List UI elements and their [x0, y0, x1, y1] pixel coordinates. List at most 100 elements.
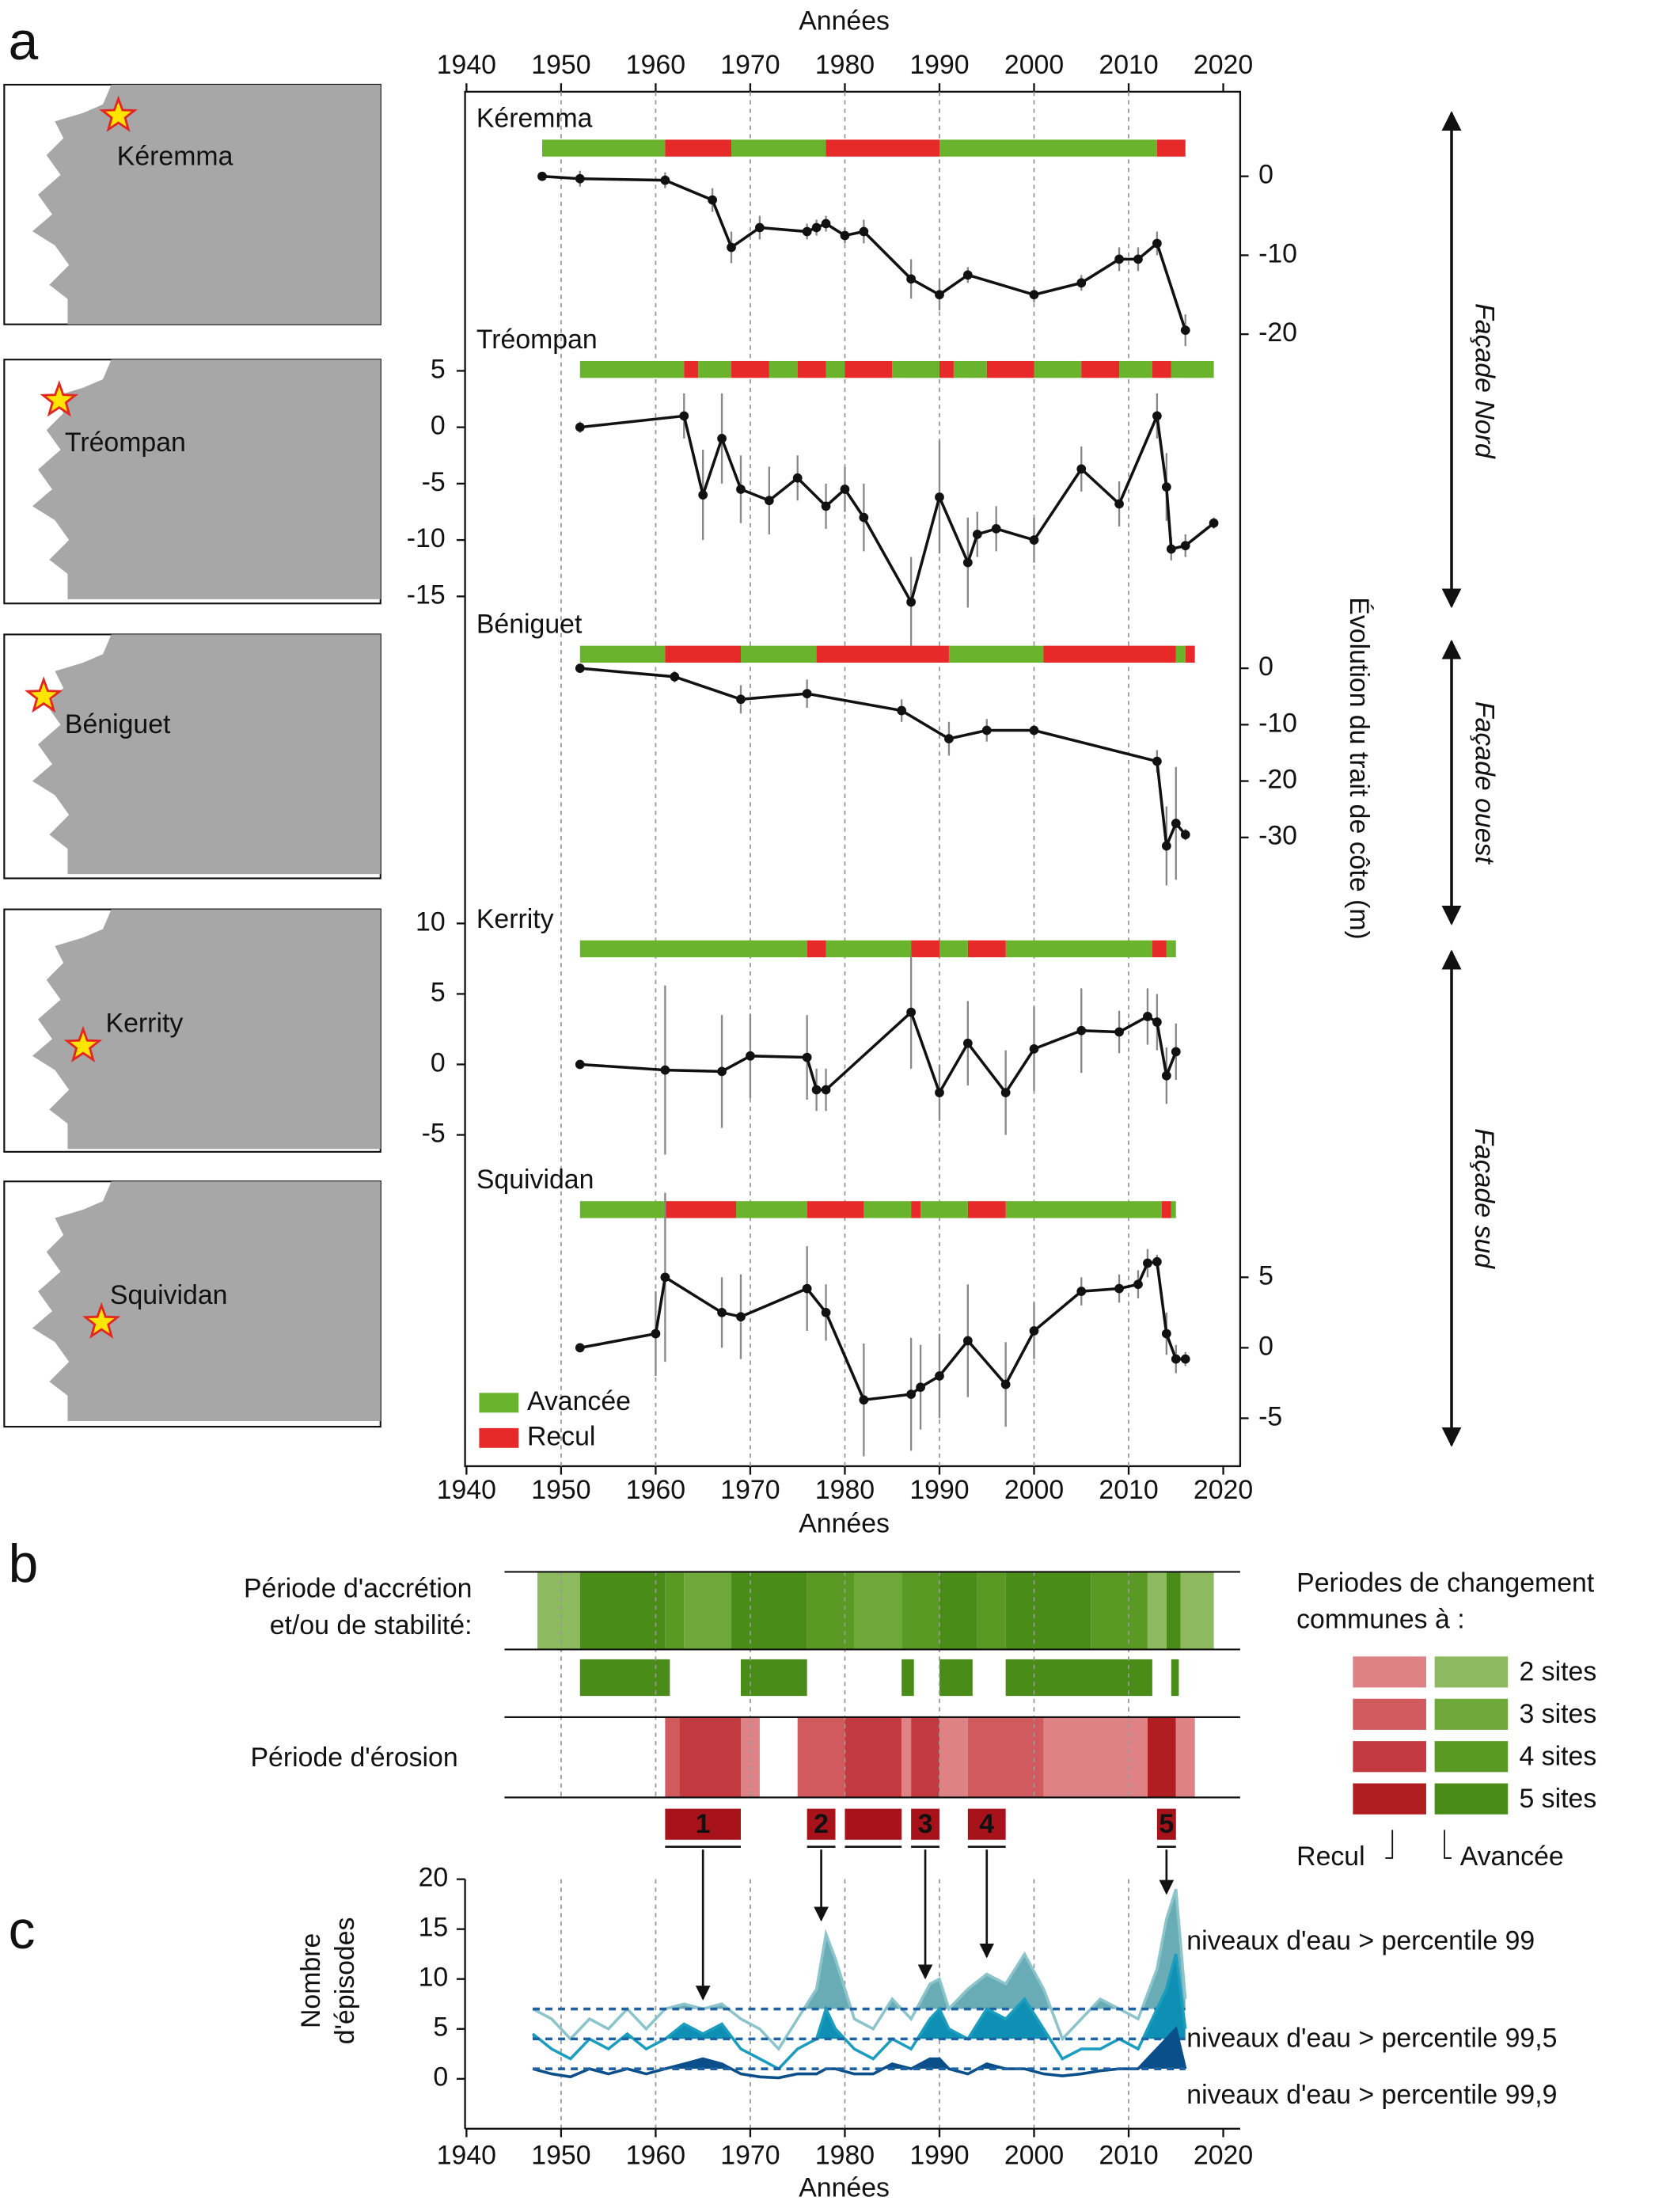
common-bar	[1171, 1659, 1179, 1697]
site-star	[99, 95, 138, 132]
period-bar	[1161, 1201, 1171, 1218]
data-point	[1000, 1379, 1011, 1389]
map	[3, 83, 381, 325]
data-point	[802, 1052, 812, 1062]
site-star	[24, 676, 63, 713]
series-line	[532, 2026, 1187, 2080]
data-point	[670, 671, 680, 682]
data-point	[1029, 535, 1039, 545]
period-bar	[1171, 360, 1214, 378]
site-name: Squividan	[476, 1165, 594, 1195]
site-name: Béniguet	[476, 610, 583, 640]
legend-bracket	[1444, 1830, 1452, 1859]
x-tick-label: 1960	[626, 1475, 685, 1505]
series-label: niveaux d'eau > percentile 99	[1186, 1926, 1535, 1956]
period-bar	[1152, 360, 1171, 378]
accretion-band	[807, 1572, 855, 1650]
y-tick-label: -20	[1258, 317, 1297, 348]
period-bar	[1005, 1201, 1162, 1218]
series-label: niveaux d'eau > percentile 99,5	[1186, 2024, 1557, 2054]
data-point	[935, 1088, 944, 1097]
legend-title: Periodes de changement	[1296, 1568, 1595, 1598]
map-label: Béniguet	[65, 709, 171, 739]
exceedance-area	[533, 1954, 1186, 2039]
accretion-band	[731, 1572, 807, 1650]
y-tick-label: 15	[419, 1913, 449, 1943]
y-tick-label: -10	[1258, 238, 1297, 268]
site-star	[40, 380, 79, 417]
data-point	[802, 689, 812, 699]
row-label: Période d'accrétion	[244, 1574, 473, 1604]
series-line	[531, 1953, 1187, 2071]
erosion-band	[797, 1716, 845, 1798]
shoreline-line	[579, 667, 1187, 852]
data-point	[906, 597, 917, 607]
facade-label: Façade ouest	[1469, 701, 1499, 865]
x-tick-label: 2010	[1099, 50, 1158, 80]
x-tick-label: 1980	[815, 50, 875, 80]
period-bar	[939, 360, 954, 378]
period-bar	[1156, 139, 1186, 157]
period-bar	[665, 139, 732, 157]
period-bar	[1175, 645, 1186, 663]
data-point	[1114, 1027, 1124, 1037]
data-point	[1152, 756, 1162, 766]
map-label: Tréompan	[65, 428, 186, 458]
period-bar	[1171, 1201, 1176, 1218]
common-bar	[901, 1659, 914, 1697]
period-bar	[665, 1201, 737, 1218]
data-point	[1209, 518, 1219, 528]
data-point	[821, 1085, 831, 1095]
period-bar	[1152, 940, 1167, 958]
accretion-band	[1180, 1572, 1214, 1650]
data-point	[660, 1272, 670, 1283]
x-tick-label: 1990	[909, 1475, 969, 1505]
data-point	[1180, 1354, 1190, 1364]
y-tick-label: 0	[1258, 652, 1273, 682]
data-point	[660, 175, 670, 185]
data-point	[1161, 841, 1171, 851]
period-bar	[698, 360, 732, 378]
data-point	[1133, 254, 1143, 264]
data-point	[575, 663, 585, 674]
legend-swatch	[1353, 1783, 1426, 1815]
period-bar	[769, 360, 798, 378]
period-bar	[541, 139, 666, 157]
data-point	[802, 1283, 812, 1294]
period-bar	[826, 139, 939, 157]
x-tick-label: 2000	[1004, 2140, 1064, 2170]
episode-number: 4	[979, 1809, 994, 1839]
y-tick-label: 10	[416, 906, 446, 937]
row-label: et/ou de stabilité:	[270, 1610, 473, 1640]
accretion-band	[939, 1572, 977, 1650]
plot-frame	[464, 90, 1242, 1468]
data-point	[1171, 819, 1181, 828]
period-bar	[740, 645, 817, 663]
legend-swatch	[1434, 1698, 1509, 1730]
y-tick-label: 5	[1258, 1260, 1273, 1290]
period-bar	[1034, 360, 1082, 378]
data-point	[840, 485, 850, 494]
map	[3, 908, 381, 1153]
map-label: Kerrity	[106, 1009, 184, 1039]
panel-label: a	[9, 12, 39, 71]
period-bar	[967, 940, 1006, 958]
data-point	[727, 242, 736, 253]
y-tick-label: 0	[1258, 160, 1273, 190]
y-tick-label: -5	[422, 1118, 446, 1148]
x-tick-label: 1990	[909, 2140, 969, 2170]
period-bar	[579, 645, 666, 663]
x-axis-title: Années	[799, 6, 890, 36]
accretion-band	[665, 1572, 685, 1650]
legend-label: Avancée	[527, 1386, 631, 1416]
data-point	[859, 1395, 869, 1405]
data-point	[859, 226, 869, 237]
episode-box	[911, 1808, 939, 1840]
accretion-band	[977, 1572, 1006, 1650]
x-tick-label: 1950	[531, 2140, 590, 2170]
data-point	[717, 434, 727, 443]
episode-box	[1156, 1808, 1176, 1840]
legend-label: 4 sites	[1519, 1741, 1596, 1771]
